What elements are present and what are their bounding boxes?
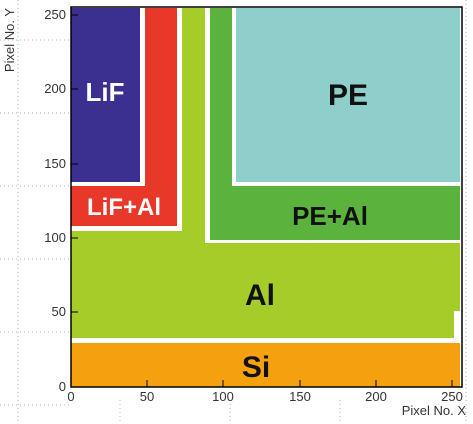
region-label-lif: LiF	[86, 77, 125, 107]
y-tick-label: 0	[59, 379, 66, 394]
region-label-si: Si	[242, 351, 270, 384]
y-tick-label: 250	[44, 7, 66, 22]
x-tick-label: 0	[67, 389, 74, 404]
x-tick-label: 200	[365, 389, 387, 404]
region-label-pe-al: PE+Al	[292, 201, 368, 231]
region-al	[71, 8, 460, 338]
region-pe-al	[210, 8, 460, 240]
region-labels: LiF LiF+Al PE PE+Al Al Si	[86, 77, 369, 384]
x-axis-label: Pixel No. X	[402, 403, 467, 418]
y-axis-label: Pixel No. Y	[2, 8, 17, 72]
region-layer	[71, 8, 460, 387]
y-tick-label: 100	[44, 230, 66, 245]
y-tick-labels: 0 50 100 150 200 250	[44, 7, 66, 394]
x-tick-label: 150	[289, 389, 311, 404]
region-pe	[236, 8, 460, 182]
y-tick-label: 200	[44, 81, 66, 96]
x-tick-label: 100	[212, 389, 234, 404]
region-si	[71, 343, 460, 387]
region-label-pe: PE	[328, 79, 368, 112]
x-tick-labels: 0 50 100 150 200 250	[67, 389, 462, 404]
region-label-lif-al: LiF+Al	[87, 194, 161, 221]
plot-frame	[70, 6, 463, 388]
region-lif	[71, 8, 140, 182]
tick-marks	[70, 14, 453, 388]
y-tick-label: 50	[52, 304, 66, 319]
y-tick-label: 150	[44, 156, 66, 171]
region-lif-al	[71, 8, 177, 226]
x-tick-label: 250	[441, 389, 463, 404]
x-tick-label: 50	[140, 389, 154, 404]
region-label-al: Al	[245, 279, 275, 312]
